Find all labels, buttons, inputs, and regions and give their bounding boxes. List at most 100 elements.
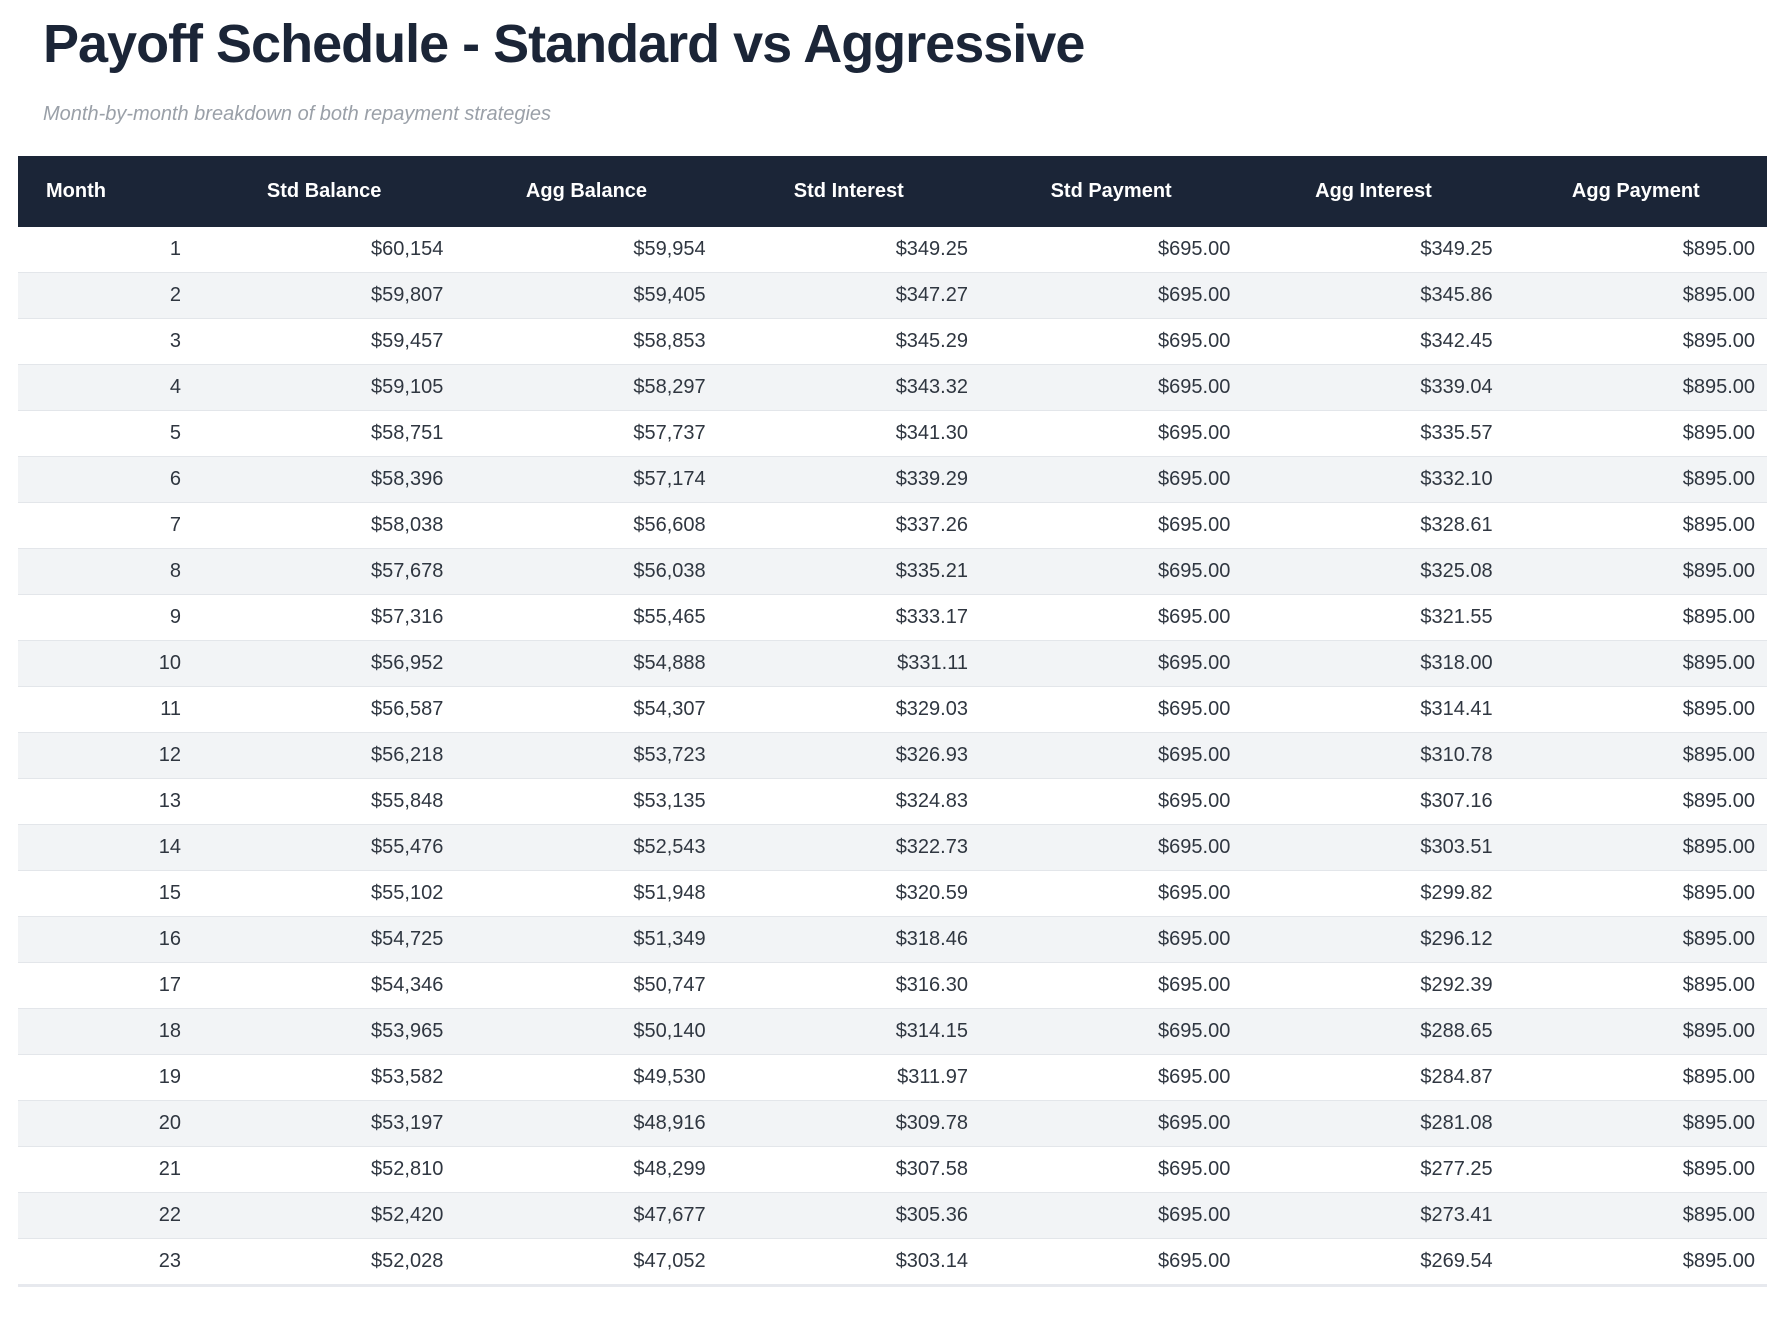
cell-agg-balance: $53,135 <box>633 790 706 812</box>
cell-std-payment: $695.00 <box>1158 514 1231 536</box>
cell-std-payment: $695.00 <box>1158 284 1231 306</box>
cell-std-balance: $59,105 <box>371 376 444 398</box>
table-row: 9 $57,316 $55,465 $333.17 $695.00 $321.55 $895… <box>18 594 1767 641</box>
cell-std-interest: $305.36 <box>895 1204 968 1226</box>
cell-std-balance: $53,965 <box>371 1020 444 1042</box>
cell-month: 3 <box>169 330 181 352</box>
cell-month: 21 <box>158 1158 181 1180</box>
cell-std-balance: $58,038 <box>371 514 444 536</box>
cell-std-balance: $55,102 <box>371 882 444 904</box>
table-row: 2 $59,807 $59,405 $347.27 $695.00 $345.86 $895… <box>18 272 1767 319</box>
cell-std-payment: $695.00 <box>1158 1066 1231 1088</box>
cell-agg-balance: $47,052 <box>633 1250 706 1272</box>
cell-month: 4 <box>169 376 181 398</box>
cell-agg-payment: $895.00 <box>1682 422 1755 444</box>
cell-agg-balance: $56,608 <box>633 514 706 536</box>
cell-std-interest: $349.25 <box>895 238 968 260</box>
cell-month: 18 <box>158 1020 181 1042</box>
cell-std-balance: $53,197 <box>371 1112 444 1134</box>
cell-std-interest: $347.27 <box>895 284 968 306</box>
table-row: 13 $55,848 $53,135 $324.83 $695.00 $307.16 $89… <box>18 778 1767 825</box>
cell-std-payment: $695.00 <box>1158 974 1231 996</box>
table-row: 10 $56,952 $54,888 $331.11 $695.00 $318.00 $89… <box>18 640 1767 687</box>
cell-std-balance: $60,154 <box>371 238 444 260</box>
cell-std-payment: $695.00 <box>1158 928 1231 950</box>
cell-agg-payment: $895.00 <box>1682 698 1755 720</box>
cell-month: 12 <box>158 744 181 766</box>
cell-agg-interest: $318.00 <box>1420 652 1493 674</box>
cell-std-balance: $52,028 <box>371 1250 444 1272</box>
column-header-std-balance: Std Balance <box>193 156 456 227</box>
table-row: 14 $55,476 $52,543 $322.73 $695.00 $303.51 $89… <box>18 824 1767 871</box>
cell-agg-payment: $895.00 <box>1682 1250 1755 1272</box>
cell-agg-interest: $335.57 <box>1420 422 1493 444</box>
table-row: 1 $60,154 $59,954 $349.25 $695.00 $349.25 $895… <box>18 227 1767 273</box>
cell-month: 5 <box>169 422 181 444</box>
cell-std-interest: $337.26 <box>895 514 968 536</box>
cell-agg-interest: $277.25 <box>1420 1158 1493 1180</box>
cell-std-interest: $307.58 <box>895 1158 968 1180</box>
cell-month: 1 <box>169 238 181 260</box>
cell-agg-payment: $895.00 <box>1682 514 1755 536</box>
cell-std-balance: $55,476 <box>371 836 444 858</box>
cell-std-payment: $695.00 <box>1158 330 1231 352</box>
table-header: Month Std Balance Agg Balance Std Interest S… <box>18 156 1767 227</box>
cell-std-payment: $695.00 <box>1158 468 1231 490</box>
cell-month: 20 <box>158 1112 181 1134</box>
cell-std-payment: $695.00 <box>1158 1112 1231 1134</box>
cell-std-balance: $56,587 <box>371 698 444 720</box>
cell-month: 23 <box>158 1250 181 1272</box>
column-header-month: Month <box>18 156 193 227</box>
cell-month: 10 <box>158 652 181 674</box>
column-header-std-interest: Std Interest <box>717 156 980 227</box>
page: Payoff Schedule - Standard vs Aggressive… <box>0 13 1785 1287</box>
page-subtitle: Month-by-month breakdown of both repayme… <box>43 103 552 125</box>
cell-month: 9 <box>169 606 181 628</box>
cell-month: 14 <box>158 836 181 858</box>
cell-agg-interest: $299.82 <box>1420 882 1493 904</box>
cell-agg-interest: $292.39 <box>1420 974 1493 996</box>
cell-std-interest: $333.17 <box>895 606 968 628</box>
cell-std-interest: $316.30 <box>895 974 968 996</box>
cell-agg-interest: $269.54 <box>1420 1250 1493 1272</box>
cell-agg-payment: $895.00 <box>1682 1158 1755 1180</box>
cell-std-balance: $59,807 <box>371 284 444 306</box>
cell-std-payment: $695.00 <box>1158 698 1231 720</box>
cell-agg-balance: $51,948 <box>633 882 706 904</box>
cell-std-balance: $53,582 <box>371 1066 444 1088</box>
cell-std-payment: $695.00 <box>1158 376 1231 398</box>
cell-agg-payment: $895.00 <box>1682 1112 1755 1134</box>
table-row: 12 $56,218 $53,723 $326.93 $695.00 $310.78 $89… <box>18 732 1767 779</box>
cell-agg-interest: $281.08 <box>1420 1112 1493 1134</box>
cell-month: 15 <box>158 882 181 904</box>
cell-std-balance: $57,316 <box>371 606 444 628</box>
table-row: 4 $59,105 $58,297 $343.32 $695.00 $339.04 $895… <box>18 364 1767 411</box>
cell-agg-balance: $51,349 <box>633 928 706 950</box>
cell-std-payment: $695.00 <box>1158 652 1231 674</box>
page-title: Payoff Schedule - Standard vs Aggressive <box>43 14 1085 74</box>
table-row: 3 $59,457 $58,853 $345.29 $695.00 $342.45 $895… <box>18 318 1767 365</box>
cell-std-interest: $318.46 <box>895 928 968 950</box>
cell-std-interest: $339.29 <box>895 468 968 490</box>
table-row: 23 $52,028 $47,052 $303.14 $695.00 $269.54 $89… <box>18 1238 1767 1286</box>
cell-agg-interest: $332.10 <box>1420 468 1493 490</box>
cell-std-balance: $58,751 <box>371 422 444 444</box>
cell-std-payment: $695.00 <box>1158 422 1231 444</box>
cell-std-payment: $695.00 <box>1158 238 1231 260</box>
cell-month: 2 <box>169 284 181 306</box>
cell-month: 8 <box>169 560 181 582</box>
cell-std-balance: $52,420 <box>371 1204 444 1226</box>
cell-agg-interest: $345.86 <box>1420 284 1493 306</box>
cell-agg-payment: $895.00 <box>1682 606 1755 628</box>
table-row: 5 $58,751 $57,737 $341.30 $695.00 $335.57 $895… <box>18 410 1767 457</box>
cell-agg-balance: $54,888 <box>633 652 706 674</box>
cell-month: 22 <box>158 1204 181 1226</box>
cell-agg-balance: $54,307 <box>633 698 706 720</box>
cell-agg-interest: $310.78 <box>1420 744 1493 766</box>
table-body: 1 $60,154 $59,954 $349.25 $695.00 $349.25 $895… <box>18 227 1767 1286</box>
table-row: 8 $57,678 $56,038 $335.21 $695.00 $325.08 $895… <box>18 548 1767 595</box>
cell-std-interest: $326.93 <box>895 744 968 766</box>
cell-std-interest: $320.59 <box>895 882 968 904</box>
table-row: 15 $55,102 $51,948 $320.59 $695.00 $299.82 $89… <box>18 870 1767 917</box>
cell-agg-interest: $342.45 <box>1420 330 1493 352</box>
